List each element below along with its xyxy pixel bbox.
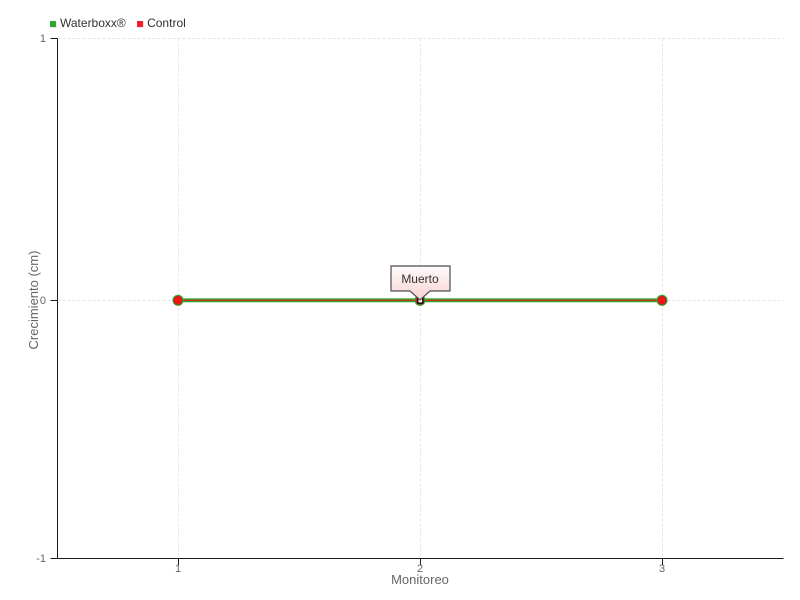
svg-text:1: 1 [175,563,181,575]
svg-text:-1: -1 [36,553,46,565]
svg-text:Monitoreo: Monitoreo [391,572,449,587]
svg-text:1: 1 [40,33,46,45]
svg-text:Muerto: Muerto [401,272,439,286]
svg-text:3: 3 [659,563,665,575]
svg-text:Crecimiento (cm): Crecimiento (cm) [26,251,41,350]
